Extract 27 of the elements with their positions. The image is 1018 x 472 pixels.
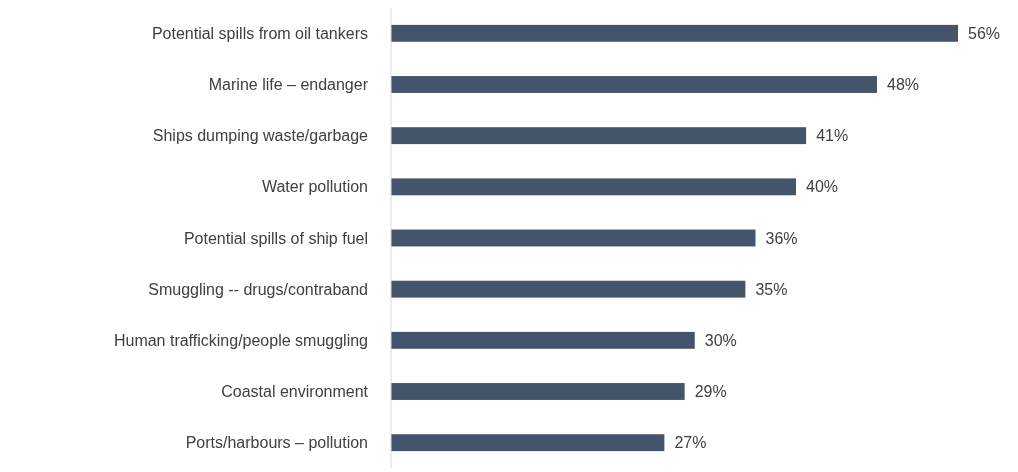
data-label: 36% xyxy=(765,229,798,247)
y-tick-label: Potential spills of ship fuel xyxy=(183,229,368,247)
bar xyxy=(391,434,665,452)
bar xyxy=(391,229,756,247)
data-label: 30% xyxy=(704,331,737,349)
bar xyxy=(391,331,695,349)
data-label: 56% xyxy=(968,24,1001,42)
data-label: 35% xyxy=(755,280,788,298)
data-label: 29% xyxy=(694,383,727,401)
y-tick-label: Marine life – endanger xyxy=(208,76,369,94)
bar xyxy=(391,24,958,42)
data-label: 48% xyxy=(887,76,920,94)
y-tick-label: Potential spills from oil tankers xyxy=(151,24,368,42)
y-tick-label: Smuggling -- drugs/contraband xyxy=(148,280,368,298)
y-tick-label: Ports/harbours – pollution xyxy=(185,434,368,452)
y-tick-label: Ships dumping waste/garbage xyxy=(152,127,369,145)
bar xyxy=(391,383,685,400)
bar xyxy=(391,76,877,93)
data-label: 40% xyxy=(806,178,839,196)
bar xyxy=(391,127,807,145)
y-tick-label: Human trafficking/people smuggling xyxy=(113,331,368,349)
data-label: 41% xyxy=(816,127,849,145)
data-label: 27% xyxy=(674,434,707,452)
y-tick-label: Water pollution xyxy=(261,178,368,196)
bar xyxy=(391,178,796,196)
bar xyxy=(391,280,746,298)
y-tick-label: Coastal environment xyxy=(221,383,369,401)
